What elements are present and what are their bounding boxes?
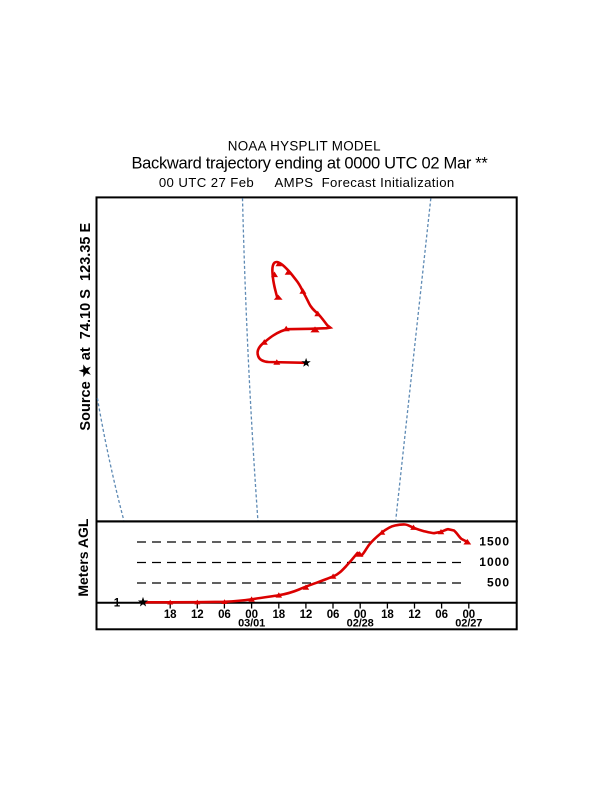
svg-text:1: 1	[114, 598, 121, 610]
svg-text:00 UTC 27 Feb AMPS Foreca: 00 UTC 27 Feb AMPS Forecast Initializati…	[159, 175, 455, 190]
svg-text:06: 06	[327, 609, 340, 621]
svg-text:00: 00	[354, 609, 367, 621]
svg-text:02/28: 02/28	[347, 618, 374, 630]
svg-text:12: 12	[408, 609, 421, 621]
svg-text:00: 00	[245, 609, 258, 621]
svg-text:18: 18	[273, 609, 286, 621]
svg-text:00: 00	[463, 609, 476, 621]
svg-text:Meters AGL: Meters AGL	[75, 518, 91, 597]
svg-text:1000: 1000	[479, 555, 510, 569]
svg-text:18: 18	[381, 609, 394, 621]
svg-text:12: 12	[300, 609, 313, 621]
svg-text:06: 06	[435, 609, 448, 621]
svg-text:12: 12	[191, 609, 204, 621]
svg-text:Source ★ at 74.10 S 123.35 E: Source ★ at 74.10 S 123.35 E	[78, 222, 94, 430]
svg-text:NOAA HYSPLIT MODEL: NOAA HYSPLIT MODEL	[228, 138, 381, 153]
svg-text:1500: 1500	[479, 534, 510, 548]
svg-text:03/01: 03/01	[238, 618, 265, 630]
svg-text:Backward trajectory ending at: Backward trajectory ending at 0000 UTC 0…	[131, 154, 488, 172]
svg-text:500: 500	[487, 575, 510, 589]
svg-text:06: 06	[218, 609, 231, 621]
svg-text:18: 18	[164, 609, 177, 621]
svg-text:02/27: 02/27	[455, 618, 482, 630]
